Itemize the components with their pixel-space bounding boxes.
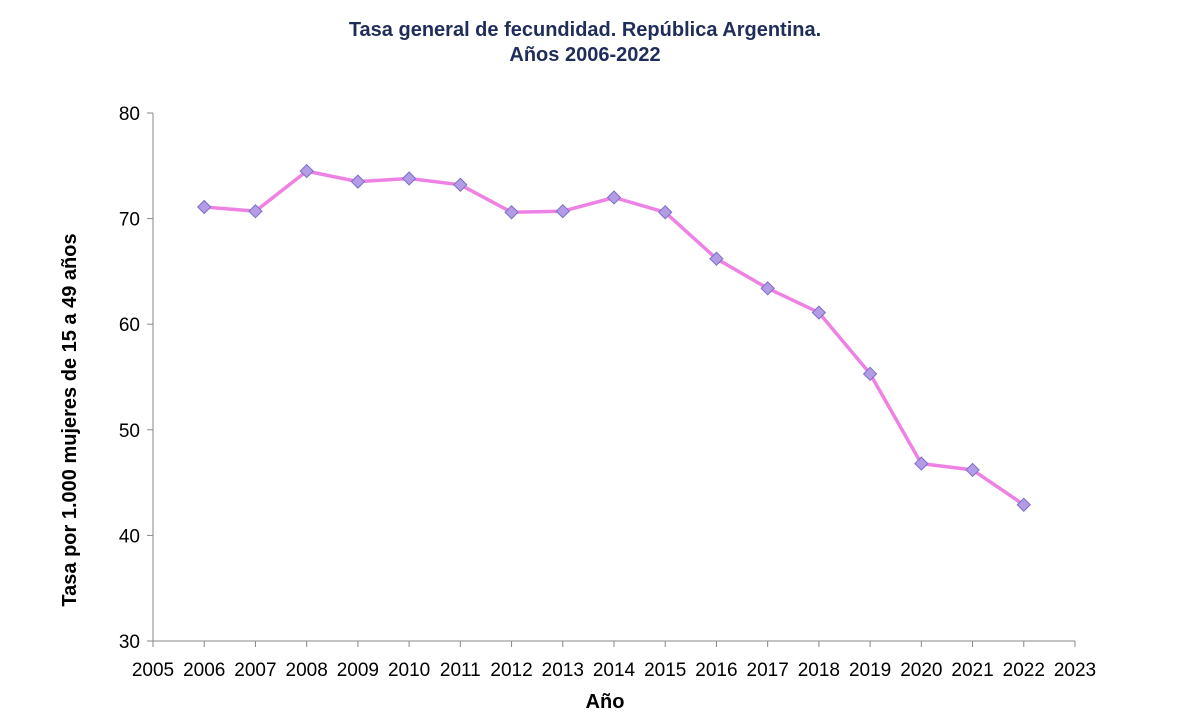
- chart-title-line1: Tasa general de fecundidad. República Ar…: [348, 19, 822, 41]
- y-tick-label: 40: [119, 526, 140, 547]
- y-tick-label: 30: [119, 632, 140, 653]
- x-tick-label: 2007: [234, 660, 276, 681]
- x-tick-label: 2005: [132, 660, 174, 681]
- y-axis-label: Tasa por 1.000 mujeres de 15 a 49 años: [59, 233, 81, 606]
- data-point-marker: [299, 163, 314, 179]
- y-tick-label: 50: [119, 421, 140, 442]
- data-point-marker: [965, 462, 980, 478]
- x-tick-label: 2013: [542, 660, 584, 681]
- x-axis-label: Año: [586, 691, 625, 713]
- data-point-marker: [350, 174, 366, 189]
- x-tick-label: 2023: [1054, 660, 1096, 681]
- data-point-marker: [914, 456, 929, 471]
- x-tick-label: 2016: [695, 660, 737, 681]
- x-tick-label: 2017: [747, 660, 789, 681]
- axes: [147, 112, 1076, 647]
- data-point-marker: [658, 205, 673, 220]
- x-tick-label: 2020: [900, 660, 942, 681]
- data-point-marker: [606, 190, 622, 205]
- y-tick-label: 70: [119, 210, 140, 231]
- x-tick-label: 2012: [490, 660, 532, 681]
- x-tick-label: 2006: [183, 660, 225, 681]
- data-point-marker: [453, 177, 468, 193]
- x-tick-label: 2014: [593, 660, 636, 681]
- y-tick-label: 60: [119, 315, 140, 336]
- data-point-marker: [862, 366, 878, 382]
- data-point-marker: [248, 204, 263, 219]
- series-line: [204, 169, 1025, 507]
- x-tick-label: 2015: [644, 660, 686, 681]
- data-point-marker: [1016, 497, 1031, 512]
- x-tick-labels: 2005 2006 2007 2008 2009 2010 2011 2012 2013 2014…: [132, 660, 1096, 681]
- data-point-marker: [811, 305, 827, 320]
- series-group: [197, 163, 1031, 512]
- data-point-marker: [401, 171, 417, 186]
- y-tick-label: 80: [119, 104, 140, 125]
- x-tick-label: 2019: [849, 660, 891, 681]
- x-tick-label: 2009: [337, 660, 379, 681]
- x-tick-label: 2011: [440, 660, 481, 681]
- x-tick-label: 2022: [1003, 660, 1045, 681]
- x-tick-label: 2008: [286, 660, 328, 681]
- x-tick-label: 2021: [951, 660, 993, 681]
- chart-title: Tasa general de fecundidad. República Ar…: [0, 18, 1170, 68]
- chart-title-line2: Años 2006-2022: [509, 44, 661, 66]
- y-tick-labels: 30 40 50 60 70 80: [119, 104, 140, 653]
- x-tick-label: 2018: [798, 660, 840, 681]
- data-point-marker: [709, 251, 724, 266]
- data-point-marker: [504, 205, 519, 220]
- x-tick-label: 2010: [388, 660, 430, 681]
- data-point-marker: [555, 204, 570, 219]
- data-point-marker: [197, 199, 212, 215]
- data-point-marker: [760, 281, 775, 296]
